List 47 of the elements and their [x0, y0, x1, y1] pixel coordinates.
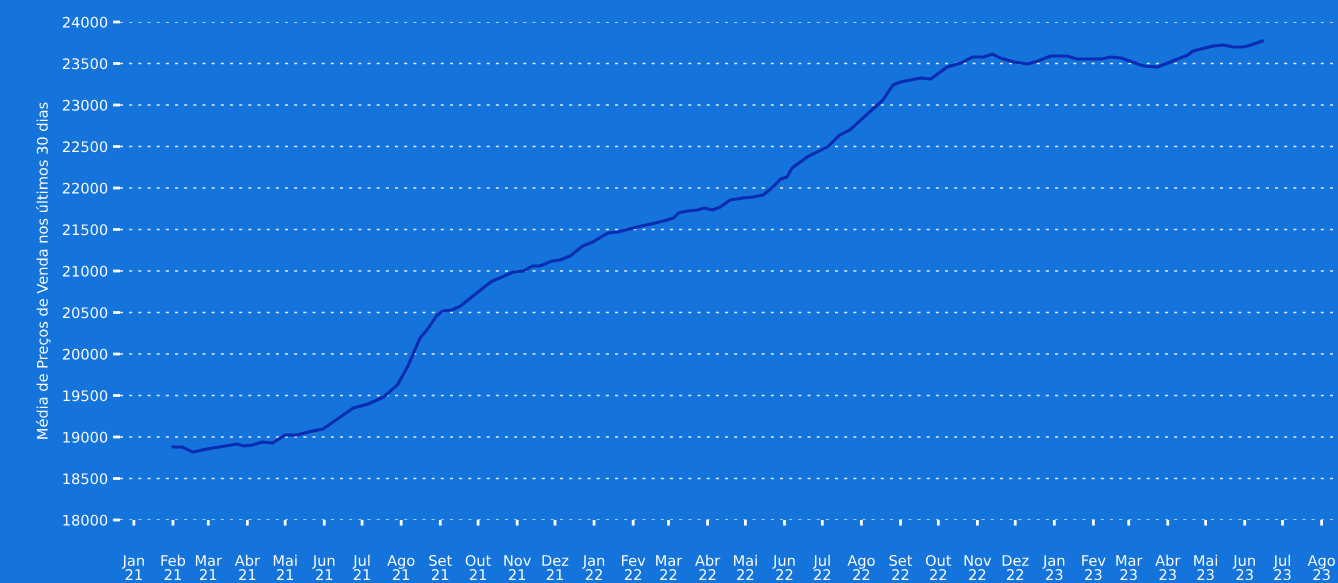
x-tick-label: Feb 21 [161, 554, 186, 580]
x-tick-label: Jun 23 [1232, 555, 1255, 581]
x-tick-label: Set 22 [889, 554, 913, 580]
y-axis-title: Média de Preços de Venda nos últimos 30 dias [35, 102, 51, 439]
x-tick-label: Mar 21 [195, 555, 223, 580]
y-tick-label: 21000 [62, 265, 108, 277]
x-tick-label: Ago 23 [1307, 555, 1335, 581]
line-series [171, 39, 1264, 454]
y-tick-label: 18000 [63, 514, 108, 526]
x-tick-label: Jul 23 [1272, 554, 1291, 581]
x-tick-label: Abr 21 [234, 554, 260, 580]
y-tick-label: 19500 [63, 390, 108, 402]
y-tick-label: 22000 [62, 182, 108, 194]
y-tick-label: 23000 [62, 99, 108, 111]
x-tick-label: Jul 22 [812, 554, 831, 580]
x-tick-label: Nov 22 [964, 555, 992, 580]
x-tick-label: Jun 21 [312, 555, 335, 580]
y-tick-label: 20500 [62, 307, 108, 319]
y-tick-label: 18500 [63, 473, 108, 485]
x-tick-label: Ago 21 [387, 555, 415, 580]
x-tick-label: Jan 21 [121, 555, 144, 580]
x-tick-label: Fev 22 [622, 555, 646, 580]
x-tick-label: Mai 23 [1194, 554, 1218, 581]
x-tick-label: Mai 21 [273, 554, 297, 580]
y-tick-label: 22500 [62, 141, 108, 153]
x-tick-label: Abr 22 [695, 554, 721, 580]
x-tick-label: Dez 21 [542, 555, 569, 580]
x-tick-label: Dez 22 [1002, 555, 1029, 580]
x-tick-label: Nov 21 [504, 555, 531, 580]
x-tick-label: Ago 22 [847, 555, 875, 580]
x-tick-label: Out 21 [465, 554, 491, 580]
x-tick-label: Set 21 [429, 554, 452, 580]
x-tick-label: Abr 23 [1155, 554, 1181, 581]
x-tick-label: Jan 23 [1042, 555, 1065, 581]
y-tick-label: 19000 [63, 431, 108, 443]
y-tick-label: 23500 [62, 58, 108, 70]
y-tick-label: 24000 [62, 16, 108, 28]
x-tick-label: Mai 22 [734, 554, 757, 580]
x-tick-label: Mar 23 [1116, 555, 1143, 581]
x-tick-label: Jun 22 [772, 555, 795, 580]
x-tick-label: Jul 21 [352, 554, 371, 580]
x-tick-label: Jan 22 [582, 555, 605, 580]
y-tick-label: 20000 [62, 348, 108, 360]
x-tick-label: Out 22 [925, 554, 952, 580]
x-tick-label: Fev 23 [1082, 555, 1106, 581]
y-tick-label: 21500 [62, 224, 108, 236]
x-tick-label: Mar 22 [656, 555, 683, 580]
